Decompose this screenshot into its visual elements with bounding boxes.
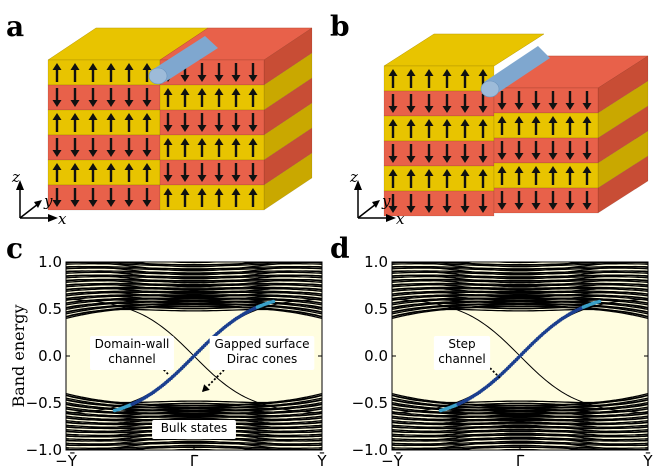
x-tick-label: −Ȳ (381, 452, 404, 470)
y-tick-label: 1.0 (38, 253, 62, 271)
panel-a-side-face (263, 27, 313, 211)
annotation-bulk-states: Bulk states (161, 421, 228, 435)
bulk-bands (66, 262, 322, 450)
x-tick-label: Ȳ (642, 452, 653, 470)
panel-label-d: d (330, 232, 350, 265)
annotation-domain-wall-channel: Domain-wall (95, 337, 170, 351)
y-tick-label: −0.5 (26, 394, 62, 412)
y-tick-label: 0.5 (364, 300, 388, 318)
annotation-step-channel: Step (448, 337, 475, 351)
y-tick-label: −1.0 (352, 441, 388, 459)
annotation-domain-wall-channel: channel (108, 352, 155, 366)
band-plot-c: 1.0 0.5 0.0 −0.5 −1.0−Ȳ Γ̄ Ȳ Domain-wallchannel… (26, 253, 328, 470)
chiral-channel (438, 299, 602, 413)
panel-label-c: c (6, 232, 23, 265)
panel-a-3d-diagram (47, 27, 313, 211)
x-tick-label: −Ȳ (55, 452, 78, 470)
y-tick-label: 1.0 (364, 253, 388, 271)
axis-label-z-b: z (349, 168, 358, 186)
axis-label-x-b: x (396, 210, 405, 228)
x-tick-label: Γ̄ (516, 452, 525, 470)
panel-a-front-layers (47, 59, 265, 211)
y-tick-label: 0.5 (38, 300, 62, 318)
y-tick-label: −1.0 (26, 441, 62, 459)
panel-label-a: a (6, 10, 24, 43)
axis-label-y: y (43, 192, 53, 210)
panel-b-3d-diagram (383, 33, 649, 217)
panel-b-front-layers (383, 65, 599, 217)
panel-b-side-face (597, 55, 649, 214)
y-tick-label: 0.0 (364, 347, 388, 365)
chiral-channel (112, 299, 276, 413)
x-tick-label: Ȳ (316, 452, 327, 470)
axis-label-y-b: y (381, 192, 391, 210)
axes-3d-a: z y x (11, 168, 67, 228)
annotation-gapped-surface-dirac-cones: Gapped surface (214, 337, 309, 351)
y-axis-label: Band energy (9, 304, 28, 407)
x-tick-label: Γ̄ (190, 452, 199, 470)
axis-label-z: z (11, 168, 20, 186)
panel-label-b: b (330, 10, 350, 43)
domain-wall-rod (148, 36, 218, 85)
y-tick-label: 0.0 (38, 347, 62, 365)
step-rod (480, 46, 550, 98)
y-tick-label: −0.5 (352, 394, 388, 412)
annotation-step-channel: channel (438, 352, 485, 366)
bulk-bands (392, 262, 648, 450)
axis-label-x: x (58, 210, 67, 228)
axes-3d-b: z y x (349, 168, 405, 228)
annotation-gapped-surface-dirac-cones: Dirac cones (227, 352, 297, 366)
